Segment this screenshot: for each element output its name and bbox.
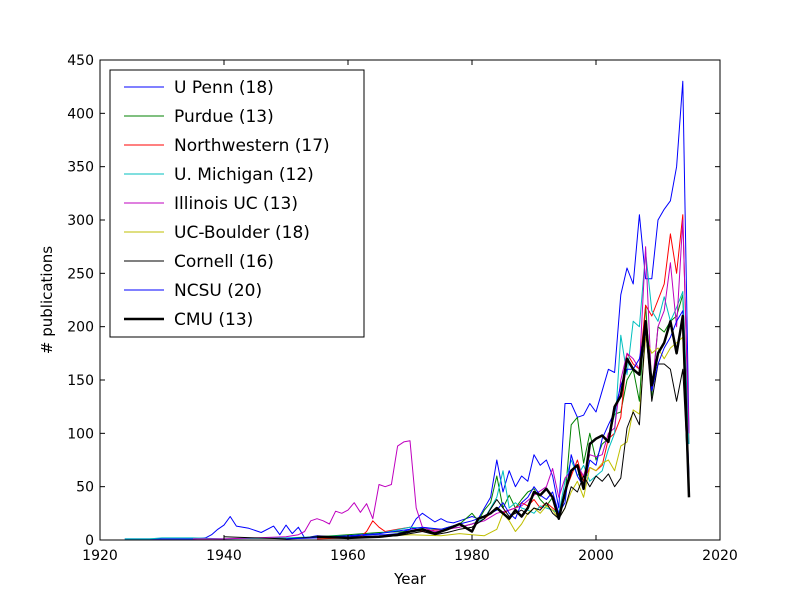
x-tick-label: 1980	[454, 548, 490, 564]
series-line-9	[316, 314, 691, 540]
legend-label: UC-Boulder (18)	[174, 223, 310, 243]
axis-ticks: 1920 1940 1960 1980 2000 2020 0 50 100 150 200 250 3…	[67, 53, 738, 564]
series-line-7	[223, 326, 690, 540]
y-tick-label: 100	[67, 426, 94, 442]
legend-label: NCSU (20)	[174, 281, 262, 301]
x-tick-label: 1920	[82, 548, 118, 564]
y-tick-label: 50	[76, 480, 94, 496]
legend: U Penn (18) Purdue (13) Northwestern (17) U…	[109, 69, 365, 338]
x-tick-label: 1940	[206, 548, 242, 564]
y-tick-label: 0	[85, 533, 94, 549]
x-tick-label: 1960	[330, 548, 366, 564]
y-tick-label: 300	[67, 213, 94, 229]
legend-label: CMU (13)	[174, 310, 253, 330]
chart-marks	[124, 80, 691, 540]
y-tick-label: 250	[67, 266, 94, 282]
y-tick-label: 150	[67, 373, 94, 389]
legend-label: Purdue (13)	[174, 107, 274, 127]
y-tick-label: 350	[67, 160, 94, 176]
x-tick-label: 2000	[578, 548, 614, 564]
legend-label: Northwestern (17)	[174, 136, 330, 156]
x-axis-label: Year	[393, 570, 427, 588]
y-tick-label: 400	[67, 106, 94, 122]
legend-label: U Penn (18)	[174, 78, 274, 98]
y-axis-label: # publications	[38, 246, 56, 354]
plot-frame	[99, 59, 721, 541]
legend-label: U. Michigan (12)	[174, 165, 314, 185]
legend-label: Cornell (16)	[174, 252, 274, 272]
x-tick-label: 2020	[702, 548, 738, 564]
legend-label: Illinois UC (13)	[174, 194, 298, 214]
y-tick-label: 450	[67, 53, 94, 69]
y-tick-label: 200	[67, 320, 94, 336]
